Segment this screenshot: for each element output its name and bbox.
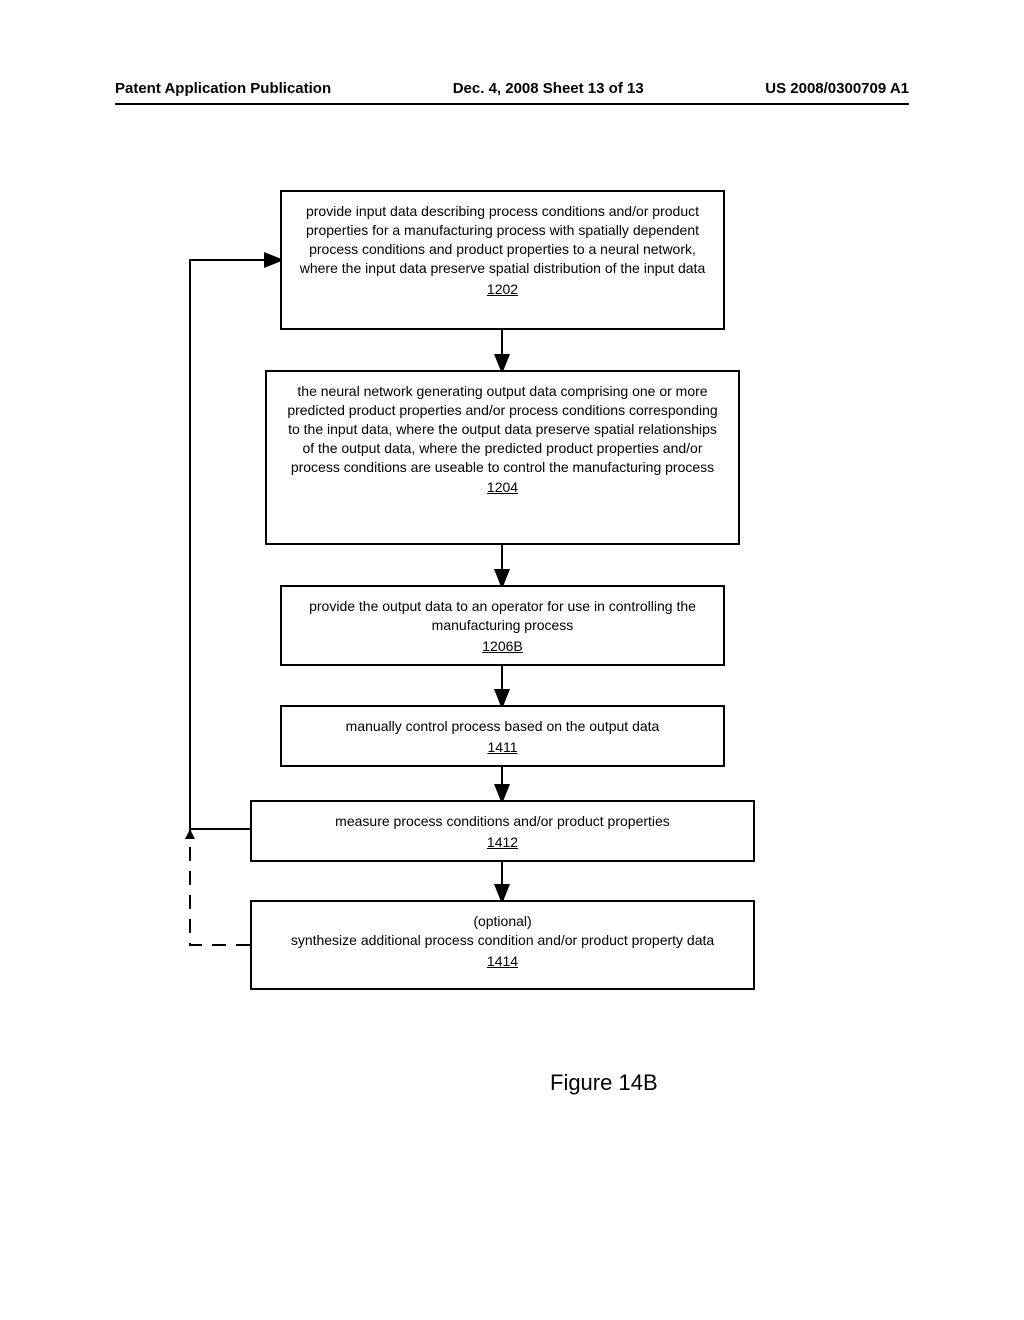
- header-right: US 2008/0300709 A1: [765, 80, 909, 97]
- box-ref: 1204: [487, 478, 518, 497]
- page: Patent Application Publication Dec. 4, 2…: [0, 0, 1024, 1320]
- header-left: Patent Application Publication: [115, 80, 331, 97]
- page-header: Patent Application Publication Dec. 4, 2…: [115, 80, 909, 105]
- flowchart-box-1204: the neural network generating output dat…: [265, 370, 740, 545]
- box-text: (optional): [266, 912, 739, 931]
- box-ref: 1412: [487, 833, 518, 852]
- flowchart-box-1411: manually control process based on the ou…: [280, 705, 725, 767]
- box-ref: 1411: [487, 738, 517, 757]
- header-center: Dec. 4, 2008 Sheet 13 of 13: [453, 80, 644, 97]
- flowchart-box-1206B: provide the output data to an operator f…: [280, 585, 725, 666]
- figure-label: Figure 14B: [550, 1070, 658, 1096]
- box-ref: 1206B: [482, 637, 522, 656]
- box-text: provide the output data to an operator f…: [296, 597, 709, 635]
- box-text: synthesize additional process condition …: [266, 931, 739, 950]
- box-text: provide input data describing process co…: [296, 202, 709, 278]
- box-ref: 1202: [487, 280, 518, 299]
- box-ref: 1414: [487, 952, 518, 971]
- box-text: the neural network generating output dat…: [281, 382, 724, 476]
- box-text: measure process conditions and/or produc…: [266, 812, 739, 831]
- flowchart-box-1202: provide input data describing process co…: [280, 190, 725, 330]
- flowchart-box-1414: (optional)synthesize additional process …: [250, 900, 755, 990]
- box-text: manually control process based on the ou…: [296, 717, 709, 736]
- flowchart-box-1412: measure process conditions and/or produc…: [250, 800, 755, 862]
